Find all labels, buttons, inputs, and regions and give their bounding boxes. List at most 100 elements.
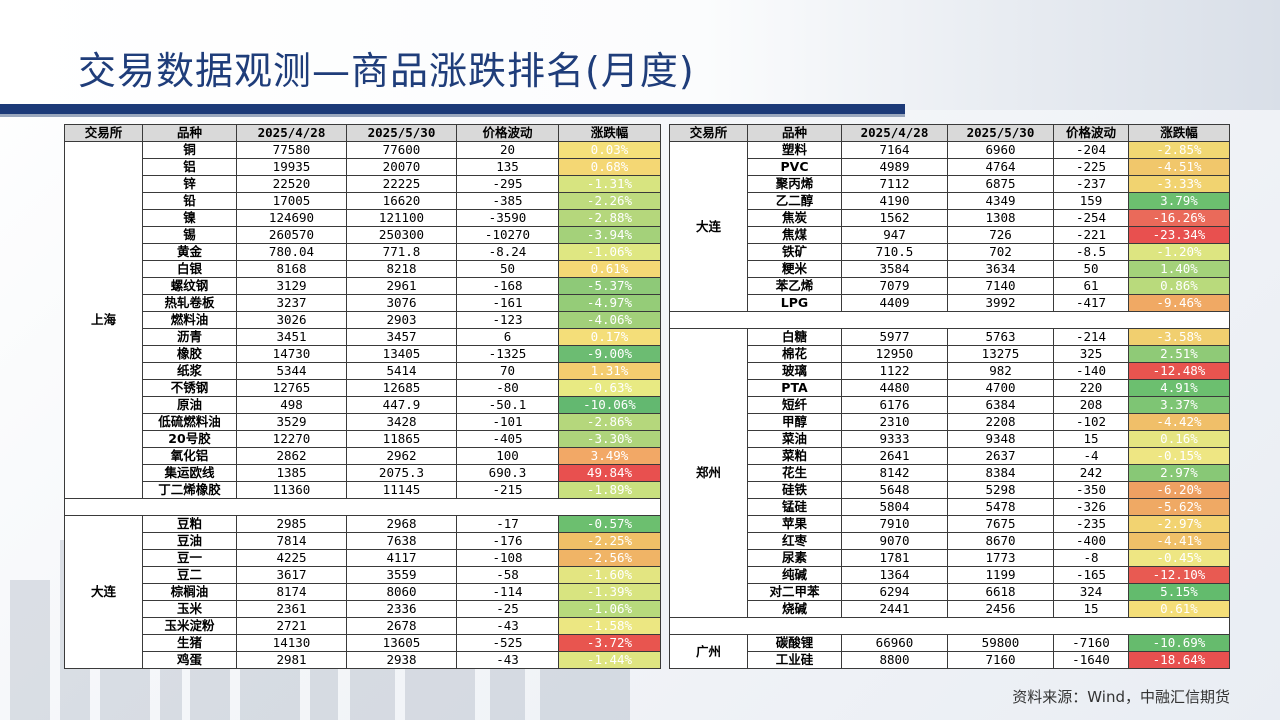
variety-cell: 橡胶 [142,345,237,363]
table-row: 郑州 白糖 5977 5763 -214 -3.58% [669,328,1230,618]
table-row: 黄金 780.04 771.8 -8.24 -1.06% [65,243,661,261]
pct-change-cell: 0.68% [558,158,661,176]
variety-cell: 20号胶 [142,430,237,448]
price-start-cell: 3129 [236,277,347,295]
pct-change-cell: 49.84% [558,464,661,482]
table-row: 菜油 9333 9348 15 0.16% [670,430,1230,448]
variety-cell: 锡 [142,226,237,244]
variety-cell: 焦煤 [747,226,842,244]
pct-change-cell: 0.17% [558,328,661,346]
price-start-cell: 3237 [236,294,347,312]
pct-change-cell: -16.26% [1128,209,1230,227]
table-row: 甲醇 2310 2208 -102 -4.42% [670,413,1230,431]
price-end-cell: 6384 [947,396,1054,414]
price-end-cell: 6960 [947,141,1054,159]
variety-cell: 豆二 [142,566,237,584]
price-end-cell: 702 [947,243,1054,261]
price-start-cell: 8800 [841,651,948,669]
table-row: 纸浆 5344 5414 70 1.31% [65,362,661,380]
variety-cell: 氧化铝 [142,447,237,465]
price-start-cell: 14730 [236,345,347,363]
price-change-cell: -102 [1053,413,1129,431]
variety-cell: 原油 [142,396,237,414]
price-change-cell: 324 [1053,583,1129,601]
price-change-cell: 70 [456,362,559,380]
price-end-cell: 9348 [947,430,1054,448]
price-end-cell: 2903 [346,311,457,329]
pct-change-cell: 3.37% [1128,396,1230,414]
price-start-cell: 5977 [841,328,948,346]
price-end-cell: 6875 [947,175,1054,193]
pct-change-cell: -3.58% [1128,328,1230,346]
pct-change-cell: 1.40% [1128,260,1230,278]
price-end-cell: 1773 [947,549,1054,567]
variety-cell: 锰硅 [747,498,842,516]
pct-change-cell: 0.61% [1128,600,1230,618]
pct-change-cell: -9.00% [558,345,661,363]
price-end-cell: 5414 [346,362,457,380]
price-end-cell: 2637 [947,447,1054,465]
pct-change-cell: -0.15% [1128,447,1230,465]
variety-cell: 豆油 [142,532,237,550]
pct-change-cell: -2.86% [558,413,661,431]
price-change-cell: -400 [1053,532,1129,550]
variety-cell: 鸡蛋 [142,651,237,669]
price-start-cell: 1781 [841,549,948,567]
table-row: 乙二醇 4190 4349 159 3.79% [670,192,1230,210]
pct-change-cell: 0.61% [558,260,661,278]
header-exchange: 交易所 [64,124,143,142]
price-change-cell: -1325 [456,345,559,363]
price-start-cell: 2985 [236,515,347,533]
price-change-cell: -204 [1053,141,1129,159]
price-change-cell: 220 [1053,379,1129,397]
table-row: 集运欧线 1385 2075.3 690.3 49.84% [65,464,661,482]
table-row: 锌 22520 22225 -295 -1.31% [65,175,661,193]
variety-cell: 白银 [142,260,237,278]
price-change-cell: -214 [1053,328,1129,346]
pct-change-cell: -2.56% [558,549,661,567]
left-ranking-table: 交易所 品种 2025/4/28 2025/5/30 价格波动 涨跌幅 上海铜 7… [64,124,661,669]
source-note: 资料来源：Wind，中融汇信期货 [1012,688,1230,706]
price-start-cell: 3026 [236,311,347,329]
header-date-end: 2025/5/30 [947,124,1054,142]
pct-change-cell: -12.48% [1128,362,1230,380]
price-start-cell: 2721 [236,617,347,635]
price-start-cell: 3451 [236,328,347,346]
price-end-cell: 6618 [947,583,1054,601]
price-change-cell: -123 [456,311,559,329]
pct-change-cell: -0.45% [1128,549,1230,567]
price-change-cell: 15 [1053,430,1129,448]
price-end-cell: 2336 [346,600,457,618]
variety-cell: 苯乙烯 [747,277,842,295]
price-change-cell: -525 [456,634,559,652]
table-row: 热轧卷板 3237 3076 -161 -4.97% [65,294,661,312]
table-row: 氧化铝 2862 2962 100 3.49% [65,447,661,465]
price-end-cell: 7638 [346,532,457,550]
table-row: 白银 8168 8218 50 0.61% [65,260,661,278]
table-row: 硅铁 5648 5298 -350 -6.20% [670,481,1230,499]
table-row: 短纤 6176 6384 208 3.37% [670,396,1230,414]
variety-cell: 生猪 [142,634,237,652]
price-start-cell: 6176 [841,396,948,414]
variety-cell: 聚丙烯 [747,175,842,193]
price-end-cell: 2678 [346,617,457,635]
table-row: 棉花 12950 13275 325 2.51% [670,345,1230,363]
table-row: 菜粕 2641 2637 -4 -0.15% [670,447,1230,465]
price-start-cell: 3617 [236,566,347,584]
variety-cell: 铅 [142,192,237,210]
price-end-cell: 5763 [947,328,1054,346]
variety-cell: 黄金 [142,243,237,261]
variety-cell: 玉米淀粉 [142,617,237,635]
pct-change-cell: -2.85% [1128,141,1230,159]
price-start-cell: 4989 [841,158,948,176]
table-row: 玉米 2361 2336 -25 -1.06% [65,600,661,618]
pct-change-cell: 4.91% [1128,379,1230,397]
variety-cell: 铝 [142,158,237,176]
table-row: 豆一 4225 4117 -108 -2.56% [65,549,661,567]
price-end-cell: 3559 [346,566,457,584]
price-end-cell: 2938 [346,651,457,669]
pct-change-cell: -6.20% [1128,481,1230,499]
price-start-cell: 2441 [841,600,948,618]
price-change-cell: 208 [1053,396,1129,414]
table-row: 尿素 1781 1773 -8 -0.45% [670,549,1230,567]
